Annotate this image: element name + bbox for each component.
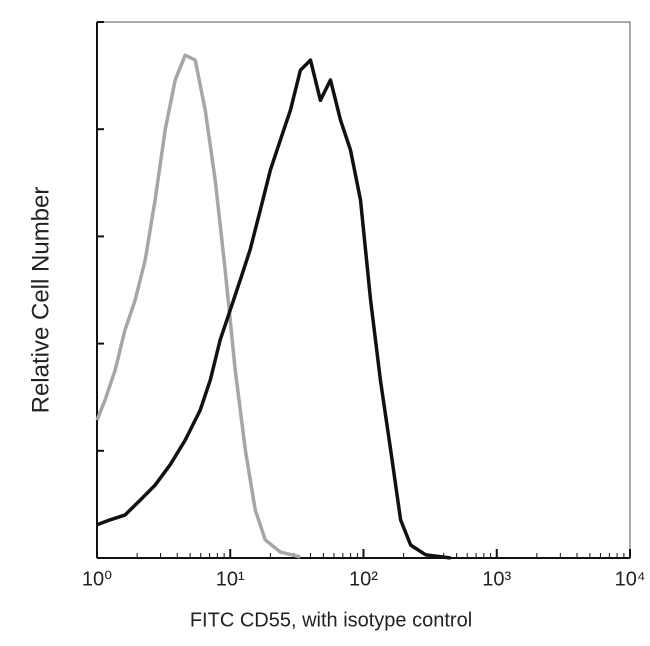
x-tick-label: 10⁰	[82, 568, 112, 590]
histogram-line	[96, 58, 451, 560]
x-tick-label: 10²	[349, 568, 378, 590]
y-axis-label: Relative Cell Number	[27, 187, 54, 414]
x-tick-label: 10⁴	[615, 568, 646, 590]
histogram-line	[95, 53, 301, 559]
x-tick-label: 10¹	[216, 568, 245, 590]
x-tick-label: 10³	[482, 568, 511, 590]
x-axis-label: FITC CD55, with isotype control	[190, 609, 472, 631]
plot-frame	[96, 21, 631, 559]
